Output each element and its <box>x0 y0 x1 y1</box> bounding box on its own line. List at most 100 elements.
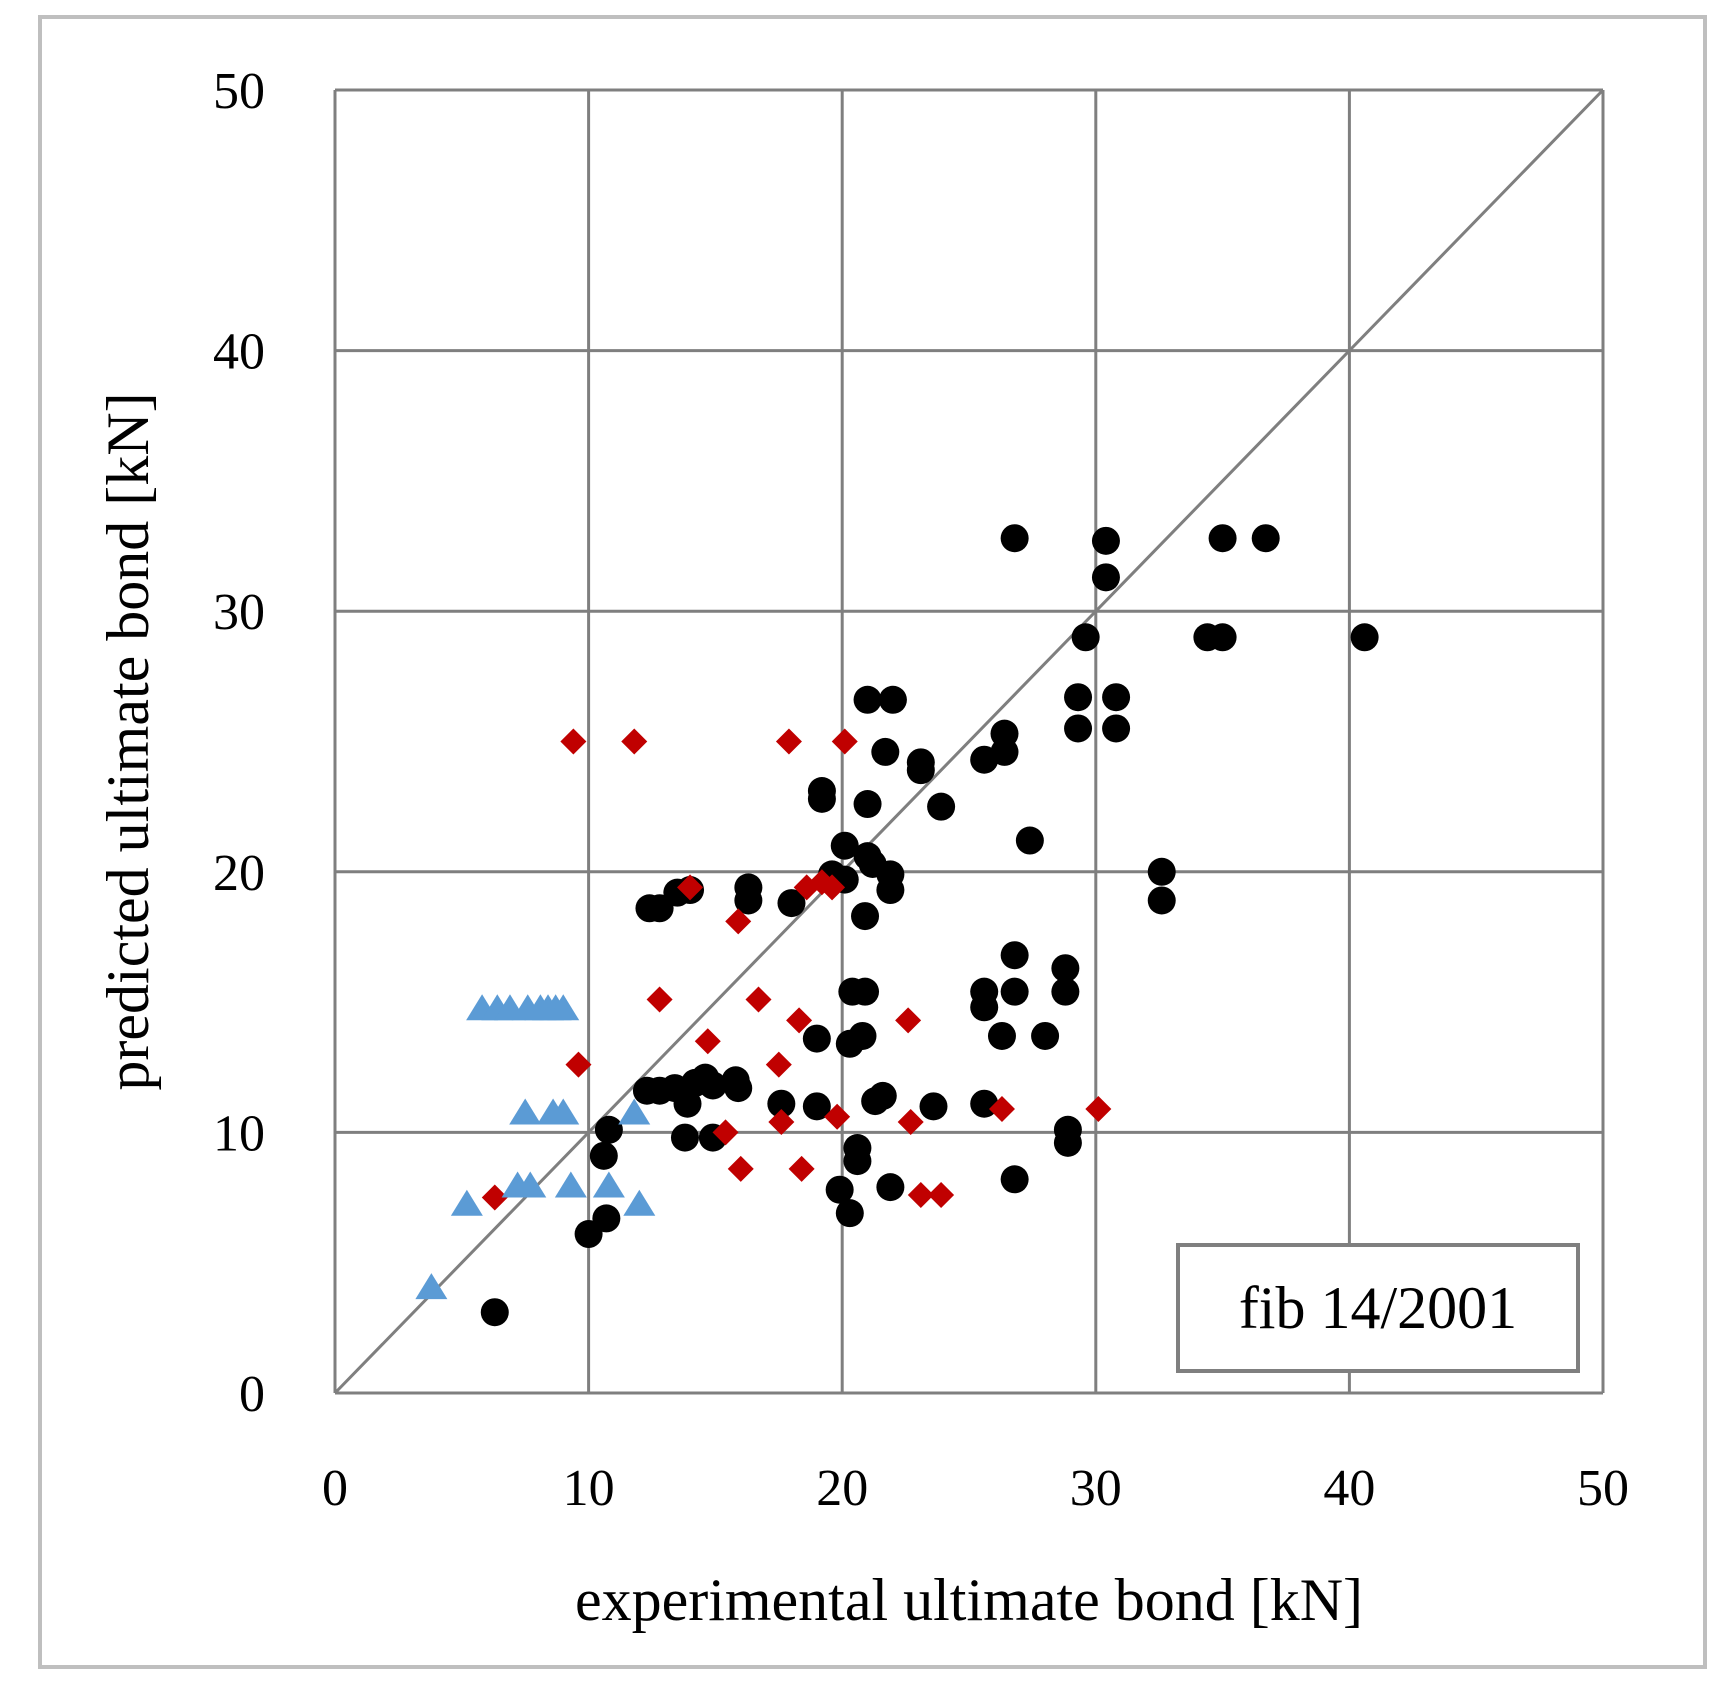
data-point-circle <box>1147 857 1176 886</box>
y-tick-label: 30 <box>213 584 265 641</box>
data-point-circle <box>970 993 999 1022</box>
line-of-equality <box>333 88 1605 1395</box>
data-point-diamond <box>775 728 802 755</box>
data-point-circle <box>777 889 806 918</box>
data-point-circle <box>871 737 900 766</box>
y-tick-label: 0 <box>239 1366 265 1423</box>
data-point-triangle <box>623 1189 656 1216</box>
data-point-circle <box>990 737 1019 766</box>
data-point-circle <box>734 886 763 915</box>
data-point-circle <box>1071 623 1100 652</box>
data-point-circle <box>1064 683 1093 712</box>
x-tick-label: 0 <box>322 1460 348 1517</box>
data-point-diamond <box>897 1108 924 1135</box>
series-circle <box>480 524 1379 1327</box>
data-point-circle <box>1091 563 1120 592</box>
data-point-circle <box>906 756 935 785</box>
data-point-triangle <box>547 994 580 1021</box>
data-point-circle <box>851 902 880 931</box>
data-point-diamond <box>765 1051 792 1078</box>
data-point-diamond <box>786 1007 813 1034</box>
data-point-diamond <box>565 1051 592 1078</box>
data-point-diamond <box>677 874 704 901</box>
data-point-circle <box>1064 714 1093 743</box>
data-point-circle <box>480 1298 509 1327</box>
x-tick-label: 20 <box>816 1460 868 1517</box>
data-point-circle <box>876 876 905 905</box>
data-point-diamond <box>988 1095 1015 1122</box>
data-point-circle <box>987 1021 1016 1050</box>
data-point-circle <box>835 1199 864 1228</box>
data-point-circle <box>843 1147 872 1176</box>
x-tick-label: 30 <box>1070 1460 1122 1517</box>
data-points <box>415 524 1379 1327</box>
data-point-triangle <box>618 1098 651 1125</box>
data-point-triangle <box>554 1171 587 1198</box>
data-point-circle <box>853 790 882 819</box>
y-axis-ticks: 0 10 20 30 40 50 <box>213 63 265 1423</box>
data-point-circle <box>802 1092 831 1121</box>
data-point-circle <box>1102 714 1131 743</box>
data-point-triangle <box>450 1189 483 1216</box>
data-point-diamond <box>819 874 846 901</box>
x-axis-ticks: 0 10 20 30 40 50 <box>322 1460 1629 1517</box>
data-point-circle <box>1251 524 1280 553</box>
data-point-circle <box>802 1024 831 1053</box>
gridlines <box>333 88 1605 1395</box>
data-point-diamond <box>646 986 673 1013</box>
data-point-triangle <box>547 1098 580 1125</box>
data-point-diamond <box>621 728 648 755</box>
y-tick-label: 10 <box>213 1105 265 1162</box>
data-point-circle <box>1208 623 1237 652</box>
annotation-label: fib 14/2001 <box>1239 1275 1517 1341</box>
data-point-circle <box>1051 977 1080 1006</box>
y-tick-label: 40 <box>213 324 265 381</box>
data-point-triangle <box>592 1171 625 1198</box>
data-point-circle <box>670 1123 699 1152</box>
data-point-diamond <box>712 1119 739 1146</box>
y-tick-label: 20 <box>213 845 265 902</box>
data-point-circle <box>927 792 956 821</box>
annotation-border <box>1176 1243 1580 1373</box>
data-point-diamond <box>745 986 772 1013</box>
data-point-diamond <box>560 728 587 755</box>
data-point-diamond <box>727 1155 754 1182</box>
data-point-circle <box>1102 683 1131 712</box>
data-point-diamond <box>907 1181 934 1208</box>
data-point-circle <box>1147 886 1176 915</box>
data-point-diamond <box>481 1184 508 1211</box>
y-tick-label: 50 <box>213 63 265 120</box>
data-point-diamond <box>725 908 752 935</box>
series-triangle <box>415 994 656 1300</box>
data-point-circle <box>724 1074 753 1103</box>
data-point-triangle <box>415 1273 448 1300</box>
x-axis-title: experimental ultimate bond [kN] <box>575 1567 1363 1633</box>
data-point-circle <box>698 1071 727 1100</box>
data-point-circle <box>1208 524 1237 553</box>
data-point-triangle <box>509 1098 542 1125</box>
data-point-circle <box>876 1173 905 1202</box>
data-point-circle <box>868 1081 897 1110</box>
data-point-circle <box>767 1089 796 1118</box>
data-point-diamond <box>1085 1095 1112 1122</box>
data-point-circle <box>1350 623 1379 652</box>
data-point-circle <box>592 1204 621 1233</box>
data-point-circle <box>878 685 907 714</box>
data-point-diamond <box>895 1007 922 1034</box>
data-point-circle <box>1051 954 1080 983</box>
data-point-circle <box>851 977 880 1006</box>
data-point-circle <box>1053 1115 1082 1144</box>
data-point-circle <box>825 1175 854 1204</box>
data-point-circle <box>919 1092 948 1121</box>
data-point-triangle <box>514 1171 547 1198</box>
data-point-circle <box>1000 524 1029 553</box>
y-axis-title: predicted ultimate bond [kN] <box>95 392 161 1090</box>
data-point-circle <box>594 1115 623 1144</box>
data-point-circle <box>1015 826 1044 855</box>
data-point-circle <box>1091 526 1120 555</box>
x-tick-label: 50 <box>1577 1460 1629 1517</box>
data-point-diamond <box>824 1103 851 1130</box>
data-point-circle <box>807 777 836 806</box>
